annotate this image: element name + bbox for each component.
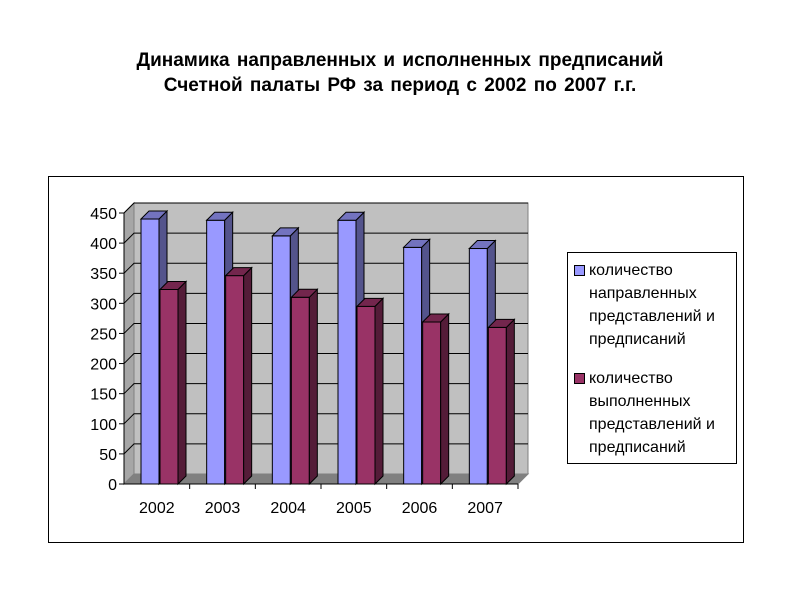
gridline [123,383,528,395]
y-tick-label: 350 [90,266,117,283]
gridline [123,262,528,274]
gridline [123,322,528,334]
y-tick-label: 150 [90,387,117,404]
legend-label-line: представлений и [589,416,715,433]
legend-swatch-directed [574,265,585,276]
y-tick-label: 450 [90,206,117,223]
bar-executed-front [487,326,507,485]
bar-executed-top [355,297,385,307]
legend-label-line: количество [589,262,673,279]
bar-directed-front [468,248,488,485]
y-tick-label: 50 [99,447,117,464]
bar-executed-side [505,318,515,486]
y-tick-label: 100 [90,417,117,434]
gridline [123,443,528,455]
bar-executed-side [177,280,187,486]
legend-label-line: представлений и [589,308,715,325]
y-tick-label: 400 [90,236,117,253]
y-tick-label: 300 [90,296,117,313]
y-tick-label: 200 [90,357,117,374]
legend-label-line: выполненных [589,393,691,410]
legend-label-line: предписаний [589,439,686,456]
bar-directed-top [402,238,431,248]
gridline [123,292,528,304]
bar-directed-front [140,218,160,485]
bar-executed-front [290,296,310,485]
bar-executed-front [225,275,245,485]
bar-directed-front [403,246,423,485]
bar-directed-top [336,211,366,221]
gridline [123,413,528,425]
plot-side-wall [123,201,135,486]
x-tick-label: 2003 [205,500,241,517]
bar-directed-front [206,219,226,485]
bar-executed-top [421,313,450,323]
x-tick-label: 2007 [467,500,503,517]
x-tick-label: 2006 [402,500,438,517]
bar-directed-top [271,227,300,237]
gridline [123,353,528,364]
gridline [123,232,528,244]
legend-label-executed: количество выполненных представлений и п… [589,367,739,459]
gridline [123,202,528,214]
bar-executed-side [374,297,384,486]
legend-label-line: количество [589,370,673,387]
bar-executed-top [224,267,253,277]
y-tick-label: 0 [108,477,117,494]
bar-executed-front [356,305,376,485]
x-tick-label: 2004 [270,500,306,517]
bar-executed-side [440,312,450,486]
bar-directed-front [337,219,357,485]
legend-label-line: направленных [589,285,697,302]
bar-executed-side [243,266,253,486]
chart-title: Динамика направленных и исполненных пред… [0,48,800,98]
legend-label-directed: количество направленных представлений и … [589,259,739,351]
bar-executed-top [487,318,516,328]
bar-executed-top [290,288,319,298]
bar-directed-front [271,235,291,485]
x-tick-label: 2002 [139,500,175,517]
bar-executed-front [422,321,442,485]
y-tick-label: 250 [90,326,117,343]
bar-directed-top [468,240,497,250]
bar-executed-top [158,280,188,290]
chart-title-line-2: Счетной палаты РФ за период с 2002 по 20… [163,75,637,96]
bar-directed-top [139,210,169,220]
legend-swatch-executed [574,373,585,384]
bar-directed-top [205,211,234,221]
x-tick-label: 2005 [336,500,372,517]
legend-label-line: предписаний [589,331,686,348]
chart-legend: количество направленных представлений и … [567,252,737,464]
bar-executed-front [159,288,179,485]
bar-executed-side [308,288,318,486]
chart-title-line-1: Динамика направленных и исполненных пред… [136,50,664,71]
